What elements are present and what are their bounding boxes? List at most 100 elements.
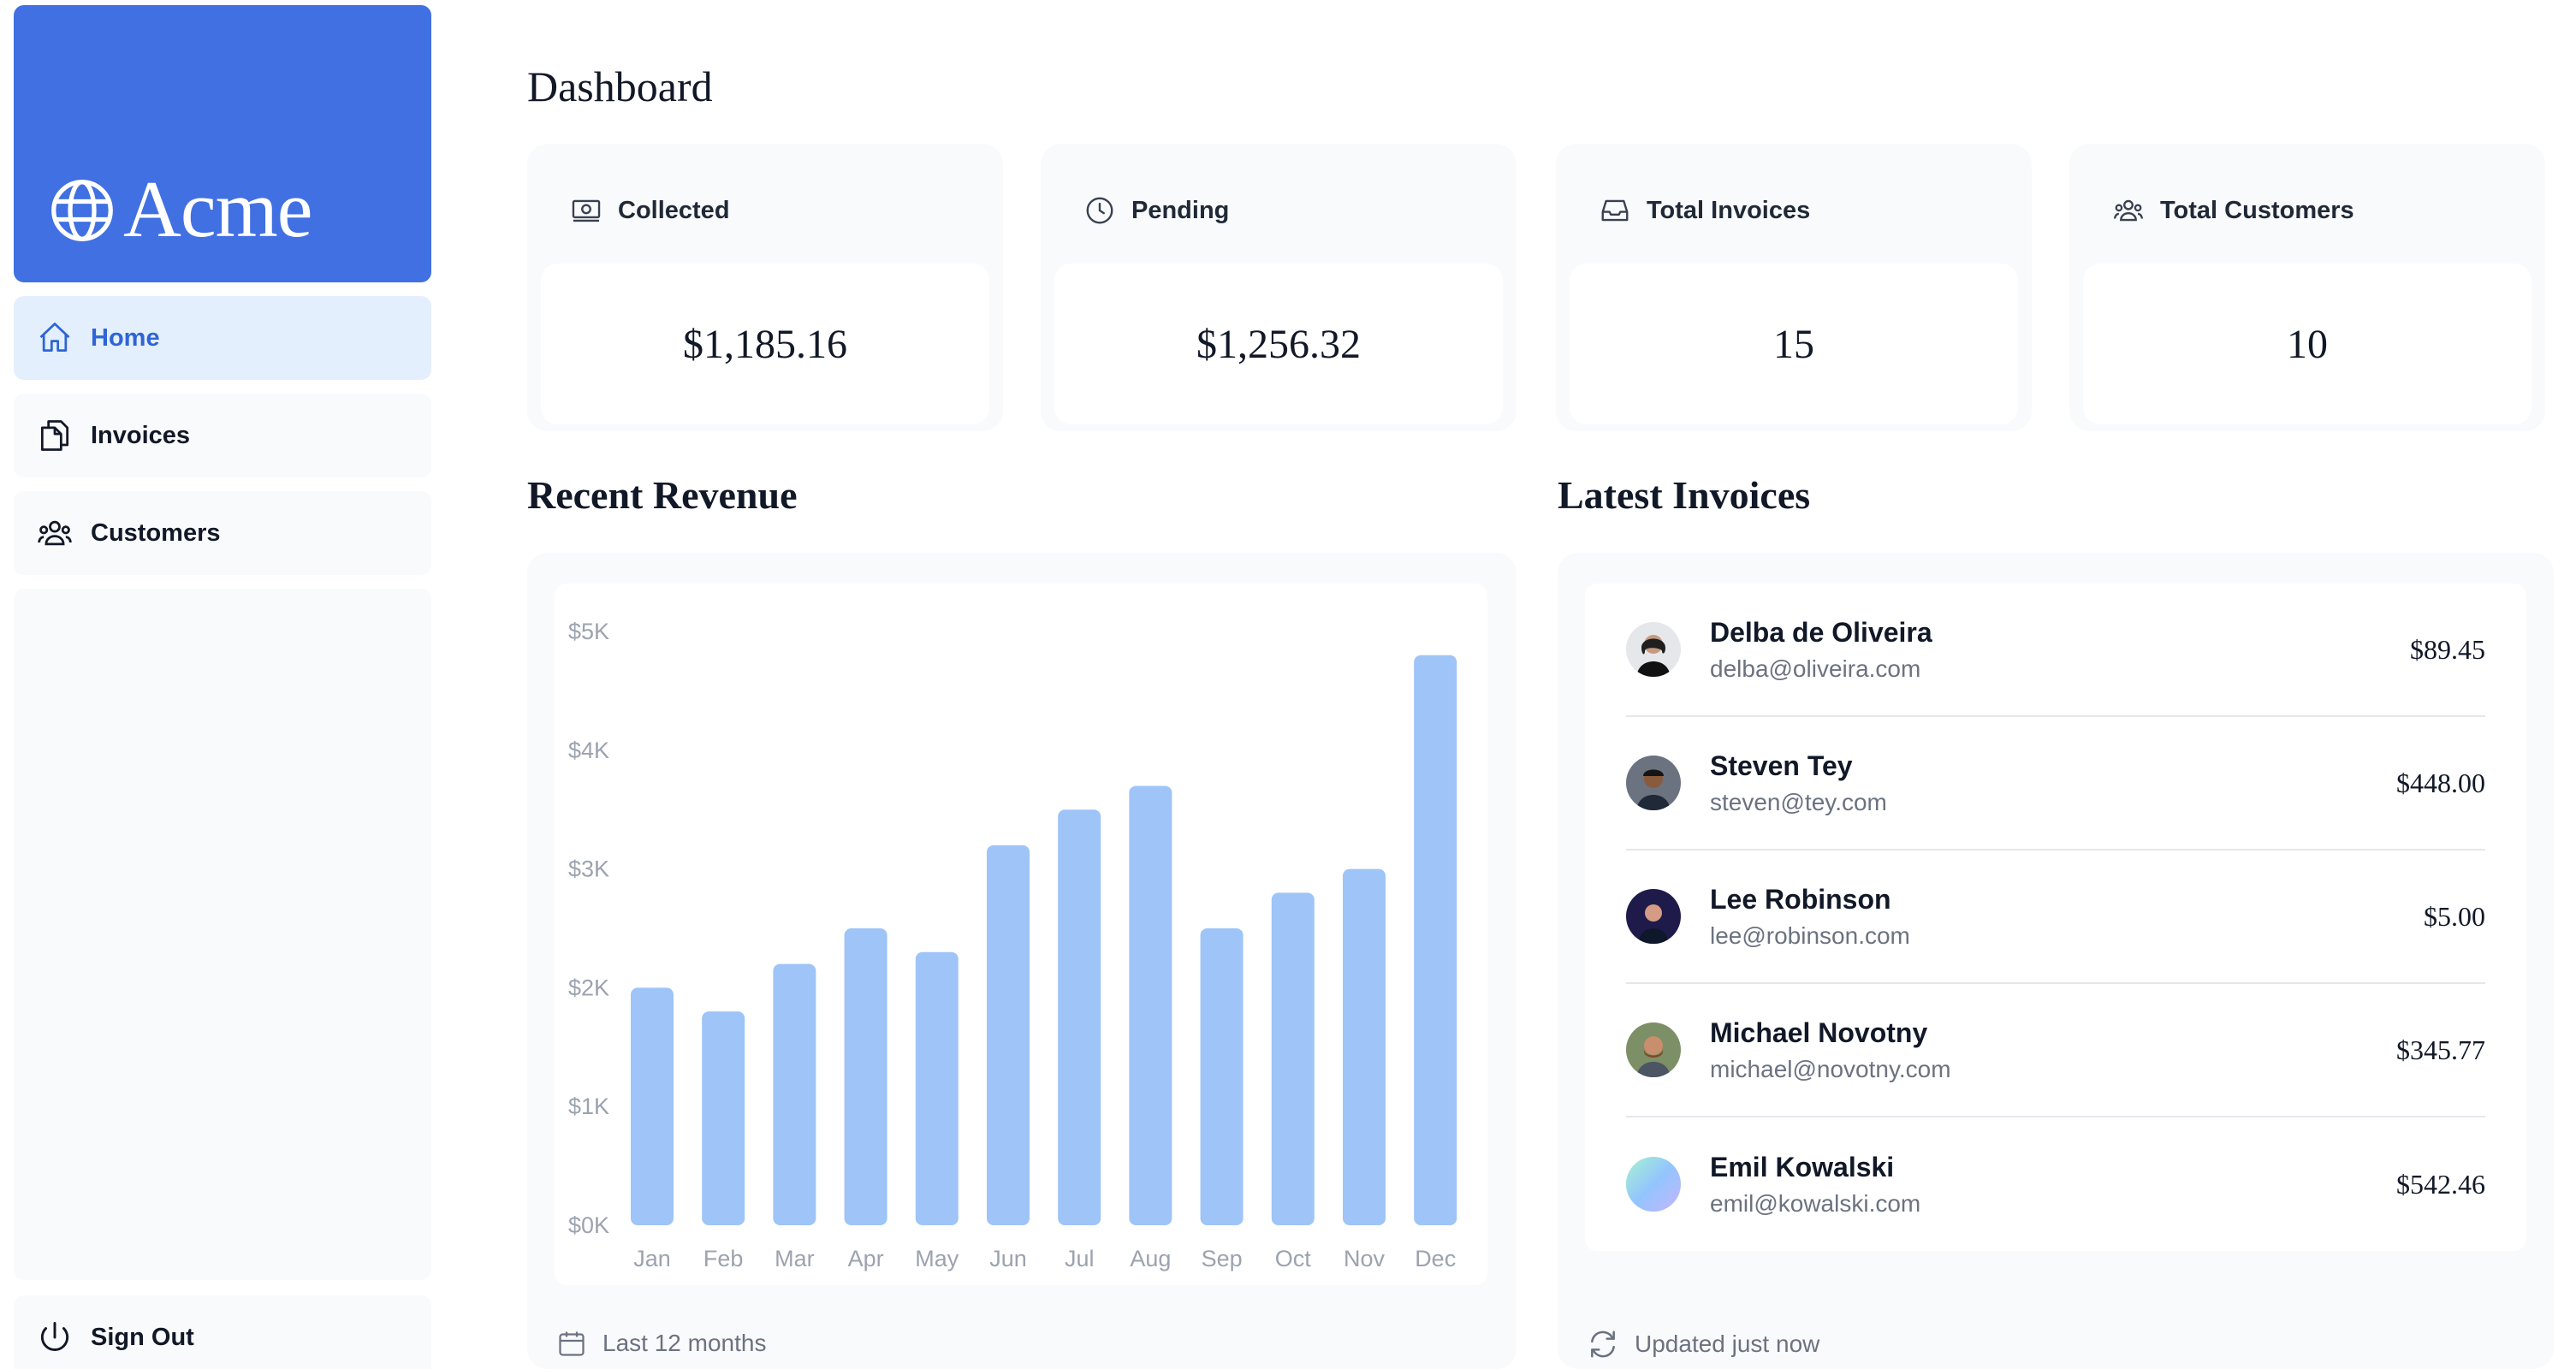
revenue-panel: $0K $1K $2K $3K $4K $5K Jan Feb Mar Apr May Jun Jul A…	[527, 553, 1517, 1369]
revenue-bar-jun[interactable]	[987, 845, 1030, 1225]
globe-icon	[51, 180, 113, 241]
sidebar-item-customers[interactable]: Customers	[14, 491, 431, 575]
customer-email: lee@robinson.com	[1710, 922, 1910, 949]
y-tick-label: $3K	[568, 856, 609, 882]
clock-icon	[1086, 197, 1113, 224]
avatar	[1626, 622, 1681, 677]
revenue-bar-apr[interactable]	[844, 928, 887, 1225]
invoice-amount: $89.45	[2410, 633, 2485, 665]
revenue-bar-sep[interactable]	[1200, 928, 1243, 1225]
invoice-amount: $345.77	[2396, 1034, 2485, 1065]
banknotes-icon	[572, 199, 601, 222]
card-title: Total Invoices	[1647, 196, 1811, 224]
revenue-footer-label: Last 12 months	[602, 1330, 767, 1356]
calendar-icon	[559, 1331, 585, 1356]
avatar	[1626, 889, 1681, 944]
page-title: Dashboard	[527, 62, 713, 110]
x-tick-label: Nov	[1344, 1246, 1386, 1271]
card-value: $1,256.32	[1054, 264, 1503, 424]
x-tick-label: Apr	[848, 1246, 884, 1271]
revenue-chart-svg: $0K $1K $2K $3K $4K $5K Jan Feb Mar Apr May Jun Jul A…	[568, 619, 1457, 1271]
revenue-bar-mar[interactable]	[773, 963, 816, 1225]
invoice-row[interactable]: Michael Novotny michael@novotny.com $345…	[1626, 984, 2485, 1117]
invoice-list: Delba de Oliveira delba@oliveira.com $89…	[1585, 584, 2526, 1251]
power-icon	[40, 1322, 69, 1351]
x-tick-label: Jul	[1065, 1246, 1095, 1271]
card-title: Total Customers	[2160, 196, 2354, 224]
invoices-footer-label: Updated just now	[1635, 1330, 1820, 1357]
recent-revenue-title: Recent Revenue	[527, 473, 798, 517]
revenue-bar-nov[interactable]	[1343, 868, 1386, 1225]
y-tick-label: $5K	[568, 619, 609, 644]
sidebar-spacer	[14, 589, 431, 1280]
card-total-invoices: Total Invoices 15	[1556, 144, 2032, 431]
sidebar: Acme Home Invoices Customers Sign Out	[14, 5, 431, 1369]
revenue-bar-jul[interactable]	[1058, 809, 1101, 1225]
invoice-amount: $5.00	[2424, 900, 2485, 932]
sign-out-button[interactable]: Sign Out	[14, 1295, 431, 1369]
sidebar-item-label: Home	[91, 323, 160, 352]
customer-name: Delba de Oliveira	[1710, 616, 1932, 648]
x-tick-label: Oct	[1275, 1246, 1312, 1271]
card-value: 15	[1570, 264, 2018, 424]
y-tick-label: $2K	[568, 975, 609, 1000]
revenue-footer: Last 12 months	[556, 1328, 766, 1359]
revenue-bar-may[interactable]	[915, 951, 959, 1225]
revenue-chart: $0K $1K $2K $3K $4K $5K Jan Feb Mar Apr May Jun Jul A…	[555, 584, 1487, 1285]
document-icon	[40, 420, 69, 451]
card-title: Pending	[1131, 196, 1230, 224]
y-tick-label: $0K	[568, 1212, 609, 1238]
x-tick-label: Mar	[775, 1246, 815, 1271]
invoices-panel: Delba de Oliveira delba@oliveira.com $89…	[1558, 553, 2554, 1369]
customer-name: Lee Robinson	[1710, 883, 1891, 915]
latest-invoices-title: Latest Invoices	[1558, 473, 1811, 517]
acme-logo[interactable]: Acme	[14, 5, 431, 282]
y-tick-label: $1K	[568, 1093, 609, 1119]
invoice-row[interactable]: Steven Tey steven@tey.com $448.00	[1626, 717, 2485, 850]
customer-email: emil@kowalski.com	[1710, 1189, 1921, 1217]
card-value: $1,185.16	[541, 264, 989, 424]
invoice-amount: $448.00	[2396, 767, 2485, 798]
x-tick-label: May	[915, 1246, 959, 1271]
sign-out-label: Sign Out	[91, 1323, 194, 1351]
customer-email: delba@oliveira.com	[1710, 655, 1921, 682]
x-tick-label: Sep	[1202, 1246, 1243, 1271]
revenue-bar-feb[interactable]	[702, 1011, 745, 1225]
revenue-bar-dec[interactable]	[1414, 655, 1457, 1225]
x-tick-label: Aug	[1130, 1246, 1171, 1271]
card-title: Collected	[618, 196, 730, 224]
card-collected: Collected $1,185.16	[527, 144, 1003, 431]
customer-name: Steven Tey	[1710, 750, 1853, 781]
avatar	[1626, 1157, 1681, 1212]
card-pending: Pending $1,256.32	[1041, 144, 1517, 431]
customer-name: Michael Novotny	[1710, 1016, 1928, 1048]
avatar	[1626, 1022, 1681, 1077]
x-tick-label: Jun	[989, 1246, 1027, 1271]
card-total-customers: Total Customers 10	[2069, 144, 2545, 431]
refresh-icon[interactable]	[1587, 1328, 1619, 1360]
customer-name: Emil Kowalski	[1710, 1151, 1895, 1182]
customer-email: steven@tey.com	[1710, 788, 1887, 815]
user-group-icon	[2113, 199, 2144, 222]
invoices-footer: Updated just now	[1587, 1328, 1819, 1360]
logo-text: Acme	[123, 165, 312, 254]
home-icon	[39, 323, 70, 353]
card-value: 10	[2083, 264, 2531, 424]
invoice-amount: $542.46	[2396, 1168, 2485, 1200]
revenue-bar-oct[interactable]	[1271, 892, 1315, 1225]
invoice-row[interactable]: Emil Kowalski emil@kowalski.com $542.46	[1626, 1117, 2485, 1251]
users-icon	[38, 520, 72, 546]
avatar	[1626, 756, 1681, 810]
revenue-bar-aug[interactable]	[1129, 785, 1172, 1225]
sidebar-item-home[interactable]: Home	[14, 296, 431, 380]
invoice-row[interactable]: Lee Robinson lee@robinson.com $5.00	[1626, 850, 2485, 984]
x-tick-label: Feb	[703, 1246, 744, 1271]
sidebar-item-invoices[interactable]: Invoices	[14, 394, 431, 477]
revenue-bar-jan[interactable]	[631, 987, 674, 1225]
invoice-row[interactable]: Delba de Oliveira delba@oliveira.com $89…	[1626, 584, 2485, 717]
sidebar-item-label: Invoices	[91, 421, 191, 449]
x-tick-label: Dec	[1415, 1246, 1456, 1271]
x-tick-label: Jan	[633, 1246, 671, 1271]
main-content: Dashboard Collected $1,185.16 Pending $1…	[527, 0, 2554, 1369]
sidebar-item-label: Customers	[91, 519, 221, 547]
